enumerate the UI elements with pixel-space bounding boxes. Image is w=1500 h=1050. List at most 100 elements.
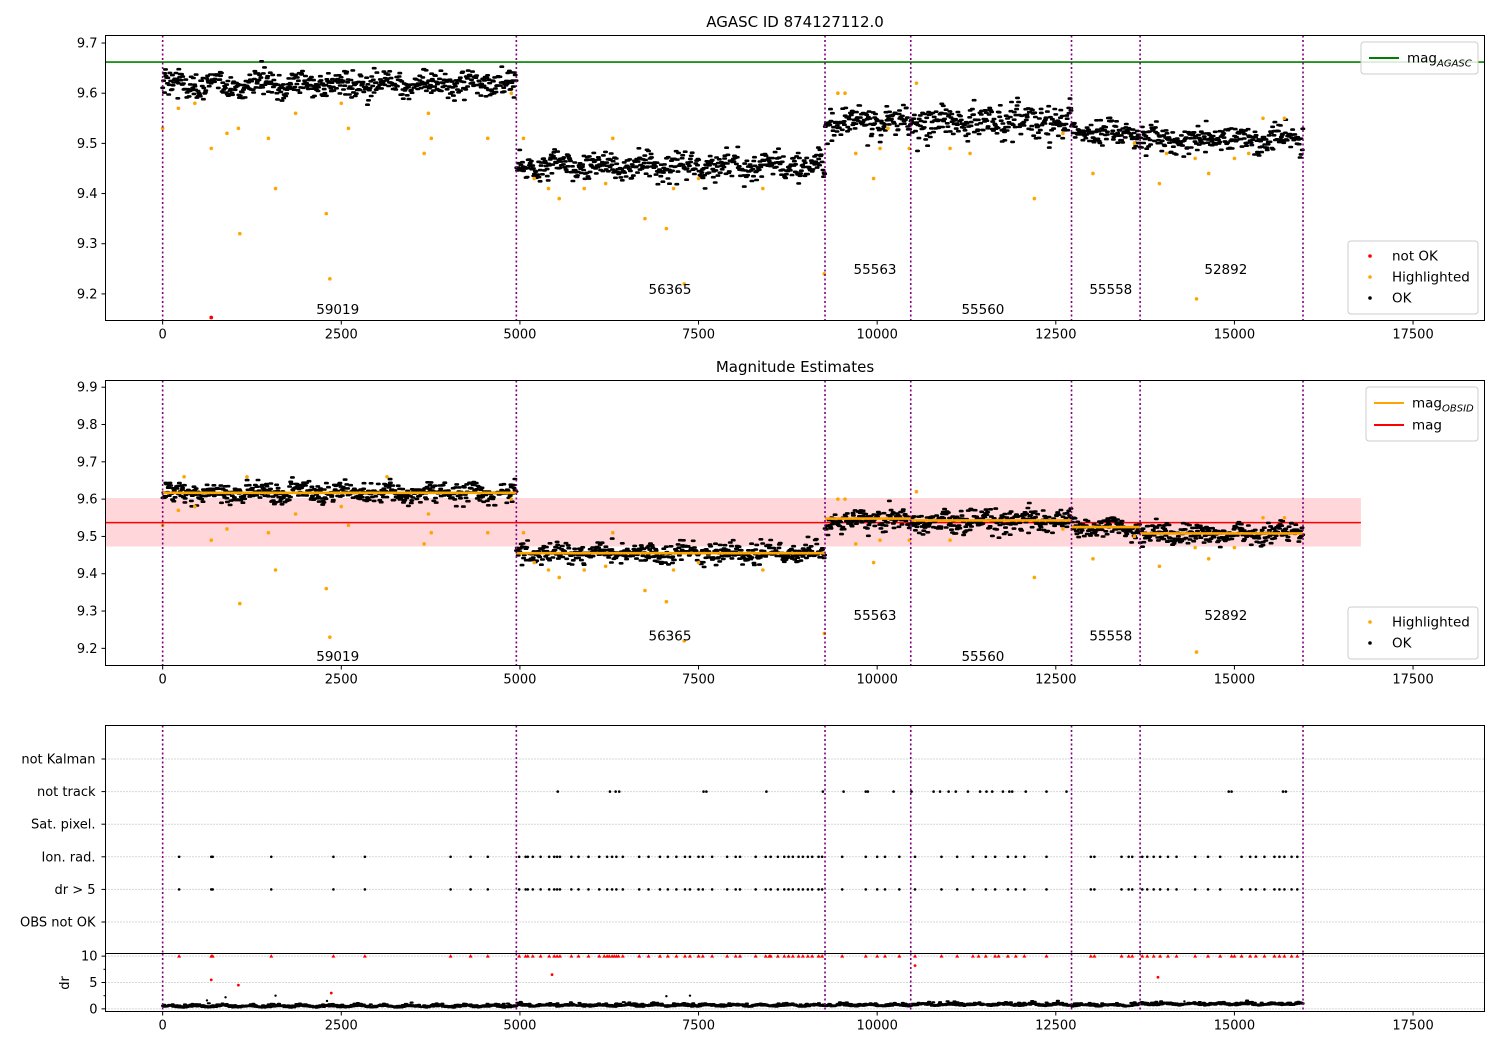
flag-point: [675, 855, 678, 859]
dr-clipped-point: [1158, 954, 1163, 958]
flag-point: [1045, 790, 1048, 793]
highlighted-point: [871, 560, 876, 565]
flag-point: [1140, 855, 1144, 859]
flag-point: [1193, 855, 1197, 859]
ok-points-59019: [160, 60, 519, 106]
axes-frame-middle: [105, 380, 1485, 666]
flag-point: [787, 888, 790, 891]
flag-point: [1230, 790, 1233, 793]
highlighted-point: [1091, 557, 1095, 561]
flag-point: [610, 855, 614, 859]
highlighted-point: [328, 277, 332, 281]
dr-ok-points: [1138, 999, 1305, 1007]
highlighted-point: [1261, 515, 1265, 520]
x-tick-label: 15000: [1214, 1019, 1255, 1034]
flag-point: [984, 888, 988, 891]
flag-point: [776, 855, 780, 859]
dr-clipped-point: [331, 954, 336, 958]
obsid-label: 55558: [1089, 628, 1132, 644]
highlighted-point: [761, 568, 765, 572]
y-tick-label: 9.3: [77, 237, 98, 252]
flag-point: [615, 888, 618, 891]
flag-point: [1089, 855, 1093, 859]
y-tick-label: 9.9: [77, 381, 98, 396]
highlighted-point: [682, 282, 687, 286]
flag-point: [605, 888, 609, 891]
dr-clipped-point: [448, 954, 453, 958]
flag-point: [710, 888, 714, 891]
flag-point: [820, 855, 824, 859]
highlighted-point: [878, 146, 882, 151]
obsid-label: 55563: [854, 262, 897, 278]
highlighted-point: [671, 568, 676, 572]
highlighted-point: [485, 530, 490, 535]
highlighted-point: [546, 568, 551, 572]
highlighted-point: [603, 564, 608, 569]
flag-point: [866, 790, 870, 793]
highlighted-point: [426, 512, 431, 516]
legend-dot-marker: [1368, 275, 1372, 279]
highlighted-point: [273, 568, 278, 572]
dr-outlier-point: [236, 983, 240, 987]
flag-point: [738, 888, 742, 891]
x-tick-label: 10000: [856, 673, 897, 688]
dr-clipped-point: [696, 954, 701, 958]
flag-point: [806, 888, 810, 891]
flag-point: [764, 888, 768, 891]
legend-label: not OK: [1392, 249, 1439, 265]
flag-point: [688, 888, 692, 891]
obsid-label: 56365: [648, 628, 691, 644]
highlighted-point: [238, 231, 242, 236]
flag-point: [1206, 855, 1210, 859]
flag-point: [765, 790, 768, 793]
highlighted-point: [209, 146, 214, 151]
obsid-label: 56365: [648, 282, 691, 298]
x-tick-label: 17500: [1392, 328, 1433, 343]
highlighted-point: [293, 512, 298, 516]
flag-point: [1290, 888, 1293, 891]
highlighted-point: [1157, 181, 1162, 186]
x-tick-label: 7500: [682, 673, 715, 688]
highlighted-point: [509, 91, 514, 96]
highlighted-point: [426, 111, 431, 116]
dr-clipped-point: [875, 954, 880, 958]
highlighted-point: [521, 530, 526, 535]
flag-point: [211, 888, 214, 891]
legend-bottom-right: not OK Highlighted OK: [1347, 240, 1479, 315]
flag-point: [1240, 888, 1243, 891]
chart-title-middle: Magnitude Estimates: [716, 358, 874, 376]
y-tick-label: 9.7: [77, 455, 98, 470]
highlighted-point: [546, 186, 551, 191]
dr-point: [1183, 1000, 1186, 1003]
highlighted-point: [582, 186, 587, 191]
flag-point: [1045, 888, 1048, 891]
dr-clipped-point: [657, 954, 662, 958]
highlighted-point: [557, 196, 562, 201]
dr-clipped-point: [1239, 954, 1244, 958]
flag-point: [776, 888, 780, 891]
highlighted-point: [429, 136, 434, 141]
dr-point: [205, 999, 209, 1002]
dr-clipped-point: [1277, 954, 1282, 958]
flag-point: [539, 855, 542, 859]
dr-clipped-point: [976, 954, 981, 958]
flag-category-label: not Kalman: [21, 753, 95, 768]
highlighted-point: [1032, 196, 1037, 201]
flag-point: [332, 888, 335, 891]
dr-clipped-point: [820, 954, 825, 958]
flag-point: [1278, 855, 1281, 859]
flag-point: [840, 888, 844, 891]
flag-point: [269, 888, 273, 891]
highlighted-point: [603, 181, 608, 186]
flag-point: [697, 888, 700, 891]
flag-point: [1283, 888, 1286, 891]
flag-point: [621, 855, 625, 859]
dr-outlier-point: [1156, 975, 1160, 979]
highlighted-point: [1194, 650, 1199, 654]
legend-label: OK: [1392, 636, 1413, 652]
flag-point: [1127, 888, 1130, 891]
x-tick-label: 0: [159, 328, 167, 343]
highlighted-point: [878, 538, 882, 542]
flag-point: [1254, 855, 1258, 859]
x-tick-label: 2500: [325, 1019, 358, 1034]
